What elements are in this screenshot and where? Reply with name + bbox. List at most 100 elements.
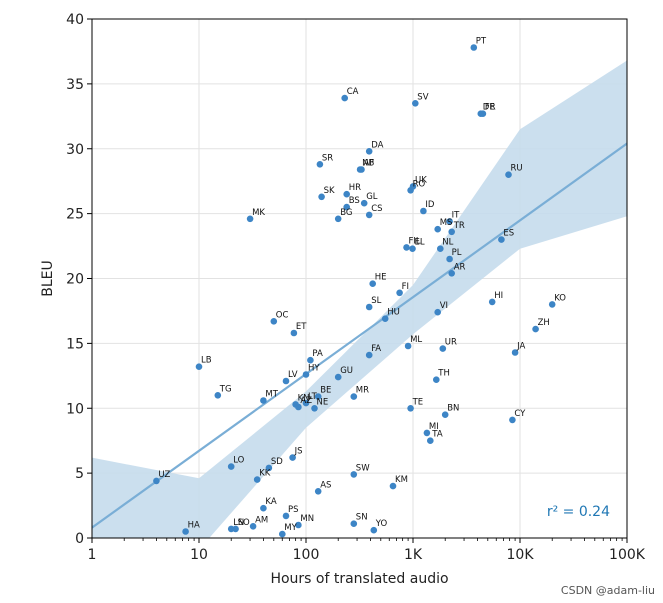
point-label-be: BE — [320, 386, 331, 396]
point-label-az: AZ — [300, 396, 312, 406]
point-label-lb: LB — [201, 356, 212, 366]
point-gl — [360, 199, 368, 207]
point-uz — [153, 477, 160, 485]
point-label-js: JS — [294, 447, 303, 457]
point-kk — [253, 476, 261, 483]
point-label-af: AF — [364, 159, 375, 169]
point-label-uz: UZ — [158, 470, 170, 480]
point-ka — [260, 504, 267, 512]
point-label-fr: FR — [485, 103, 496, 113]
point-label-fa: FA — [371, 344, 381, 354]
point-label-vi: VI — [440, 301, 448, 311]
point-label-bn: BN — [447, 404, 459, 414]
point-pa — [307, 356, 314, 364]
point-label-ru: RU — [511, 164, 523, 174]
point-ha — [182, 528, 189, 535]
point-label-sd: SD — [271, 457, 283, 467]
y-tick-label: 20 — [66, 272, 84, 288]
point-label-ln: LN — [233, 518, 244, 528]
point-label-hu: HU — [387, 308, 400, 318]
point-fi — [396, 289, 403, 297]
point-label-cy: CY — [514, 409, 526, 419]
point-label-ps: PS — [288, 505, 299, 515]
x-tick-label: 1 — [88, 547, 97, 563]
point-label-hi: HI — [494, 291, 503, 301]
point-pt — [470, 44, 478, 51]
point-cy — [509, 416, 516, 424]
point-ja — [511, 349, 519, 356]
regression-line-layer — [92, 142, 627, 529]
x-tick-label: 1K — [404, 547, 423, 563]
point-my — [279, 530, 286, 538]
point-label-so: SO — [238, 518, 250, 528]
point-label-bg: BG — [340, 208, 352, 218]
point-he — [369, 280, 377, 288]
y-tick-label: 0 — [75, 531, 84, 547]
point-label-am: AM — [255, 515, 268, 525]
point-label-es: ES — [503, 229, 514, 239]
point-label-ca: CA — [347, 87, 359, 97]
point-lb — [195, 363, 203, 371]
point-label-sn: SN — [356, 513, 368, 523]
point-label-as: AS — [320, 480, 331, 490]
point-label-bs: BS — [349, 196, 360, 206]
point-label-hy: HY — [308, 364, 320, 374]
x-axis-ticks: 1 10 100 1K 10K 100K — [88, 538, 646, 563]
point-tr — [448, 228, 456, 236]
point-hy — [302, 371, 310, 378]
point-lv — [282, 377, 290, 385]
point-ta — [427, 437, 434, 445]
point-label-mt: MT — [265, 390, 278, 400]
point-sl — [365, 303, 373, 311]
confidence-band — [92, 60, 627, 538]
point-label-oc: OC — [276, 310, 289, 320]
y-tick-label: 35 — [66, 77, 84, 93]
point-yo — [370, 526, 378, 534]
r-squared-annotation: r² = 0.24 — [547, 504, 610, 520]
point-el — [409, 245, 416, 252]
point-label-he: HE — [375, 273, 387, 283]
point-ur — [439, 345, 447, 352]
point-label-nb: NB — [362, 159, 374, 169]
point-label-tg: TG — [219, 384, 232, 394]
point-ml — [404, 342, 412, 350]
point-label-mn: MN — [300, 514, 314, 524]
point-label-ka: KA — [265, 497, 276, 507]
point-ar — [448, 270, 456, 277]
x-tick-label: 10K — [507, 547, 535, 563]
point-label-my: MY — [284, 523, 297, 533]
point-label-et: ET — [296, 322, 307, 332]
point-mt — [260, 397, 267, 404]
point-sd — [265, 464, 273, 472]
point-label-sl: SL — [371, 296, 381, 306]
point-bs — [343, 203, 351, 211]
point-sn — [350, 520, 358, 527]
regression-line — [92, 142, 627, 529]
point-label-mk: MK — [252, 208, 265, 218]
point-label-mi: MI — [429, 422, 439, 432]
watermark: CSDN @adam-liu — [561, 584, 655, 597]
point-label-zh: ZH — [538, 318, 550, 328]
point-label-ml: ML — [410, 335, 422, 345]
point-label-ja: JA — [516, 342, 525, 352]
point-label-sr: SR — [322, 153, 333, 163]
point-label-ha: HA — [188, 521, 200, 531]
point-sr — [316, 161, 324, 168]
point-gu — [334, 373, 342, 381]
points-layer — [153, 44, 556, 538]
point-hr — [343, 190, 351, 198]
point-label-yo: YO — [375, 519, 388, 529]
point-be — [314, 393, 322, 400]
point-fil — [403, 244, 410, 251]
point-label-ne: NE — [317, 397, 329, 407]
point-te — [407, 405, 414, 412]
point-label-pt: PT — [476, 37, 487, 47]
point-cs — [365, 211, 373, 219]
point-label-nl: NL — [442, 238, 453, 248]
point-es — [498, 236, 505, 243]
point-label-cs: CS — [371, 204, 382, 214]
point-uk — [409, 183, 417, 190]
point-label-pa: PA — [312, 349, 323, 359]
